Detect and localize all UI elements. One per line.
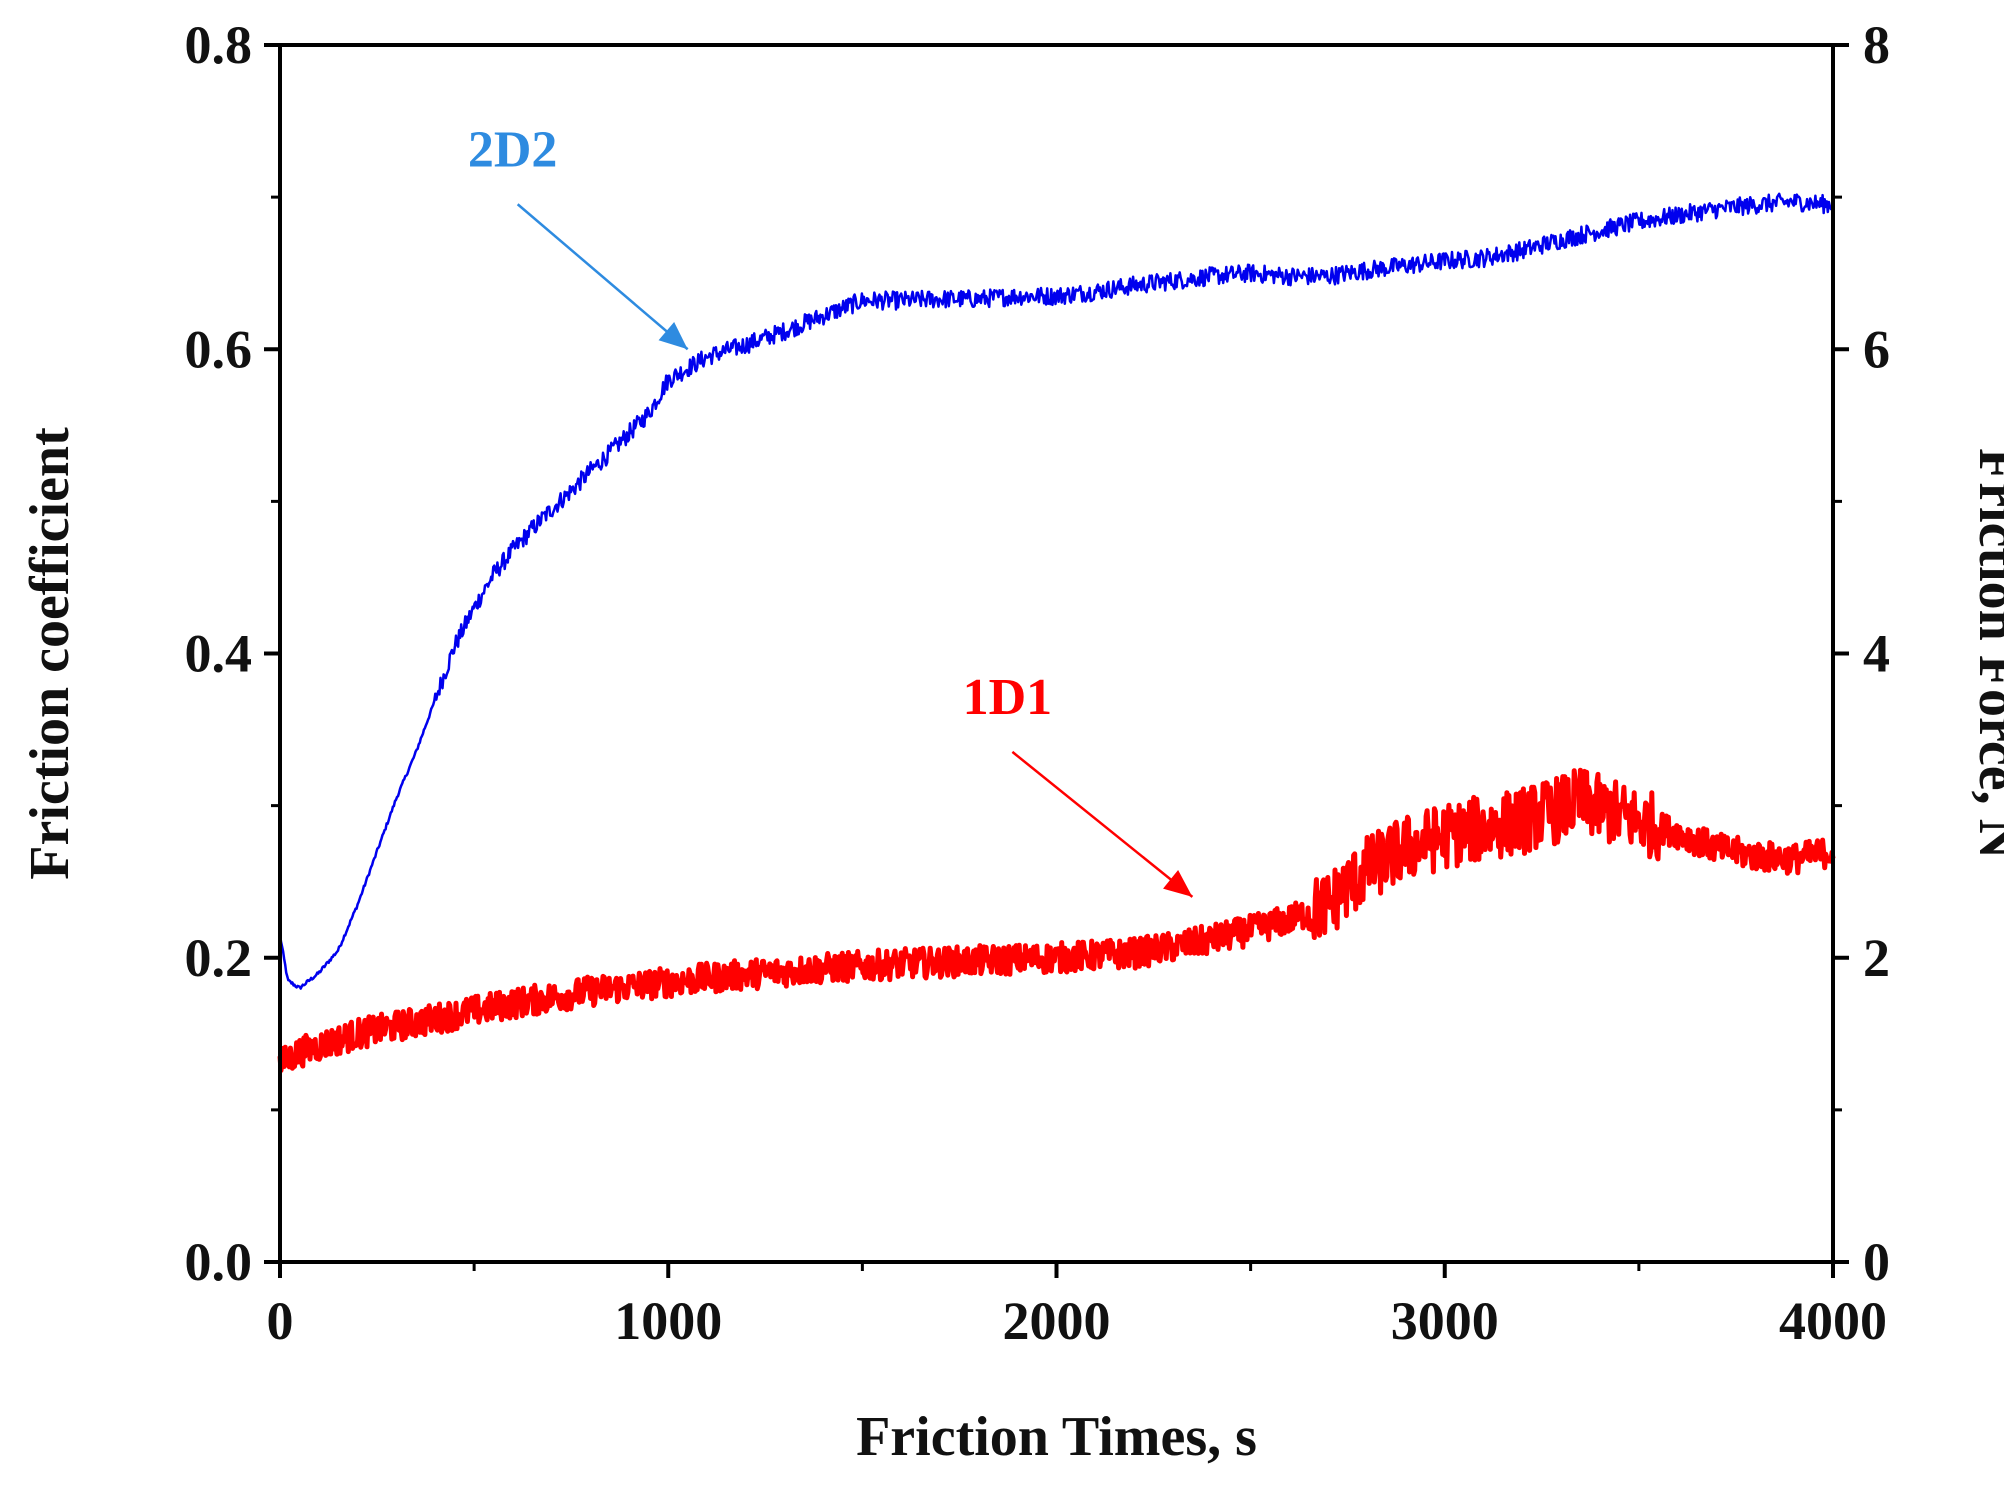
- y-axis-title: Friction coefficient: [19, 427, 81, 880]
- annotation-label-2d2: 2D2: [468, 121, 558, 178]
- y2-tick-label: 8: [1863, 15, 1890, 75]
- x-tick-label: 2000: [1003, 1291, 1111, 1351]
- y-tick-label: 0.8: [185, 15, 253, 75]
- x-tick-label: 4000: [1779, 1291, 1887, 1351]
- y2-tick-label: 0: [1863, 1232, 1890, 1292]
- plot-frame: [278, 43, 1835, 1264]
- x-tick-label: 3000: [1391, 1291, 1499, 1351]
- series-line-2d2: [278, 192, 1834, 990]
- y2-tick-label: 6: [1863, 319, 1890, 379]
- annotation-label-1d1: 1D1: [963, 669, 1053, 726]
- x-tick-label: 0: [267, 1291, 294, 1351]
- y2-axis-title: Friction Force, N: [1967, 448, 2004, 859]
- y2-tick-label: 2: [1863, 928, 1890, 988]
- y-tick-label: 0.2: [185, 928, 253, 988]
- y-tick-label: 0.6: [185, 319, 253, 379]
- series-line-1d1: [277, 767, 1836, 1073]
- y2-tick-label: 4: [1863, 624, 1890, 684]
- y-tick-label: 0.4: [185, 624, 253, 684]
- annotation-arrowhead-2d2: [658, 321, 688, 350]
- y-tick-label: 0.0: [185, 1232, 253, 1292]
- x-tick-label: 1000: [614, 1291, 722, 1351]
- annotation-arrow-2d2: [516, 203, 689, 351]
- annotation-arrowhead-1d1: [1163, 869, 1193, 897]
- x-axis-title: Friction Times, s: [856, 1406, 1257, 1468]
- annotation-arrow-1d1: [1011, 750, 1194, 898]
